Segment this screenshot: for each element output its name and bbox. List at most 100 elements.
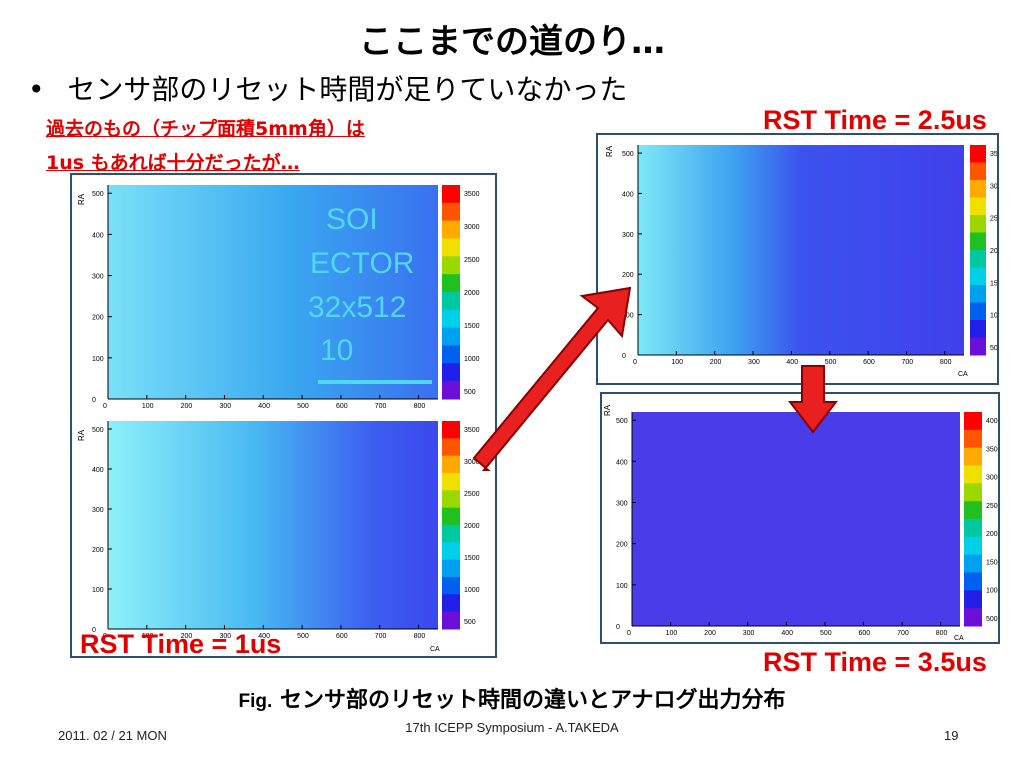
note-line-2: 1us もあれば十分だったが… — [46, 152, 300, 174]
palette-swatch — [964, 590, 982, 609]
plot-frame-2p5us: 0 100 200 300 400 500 600 700 800 0 100 200 300 400 50… — [596, 133, 1006, 385]
figure-caption: Fig. センサ部のリセット時間の違いとアナログ出力分布 — [0, 682, 1024, 714]
x-tick-label: 400 — [258, 403, 270, 410]
y-tick-label: 0 — [92, 397, 96, 404]
palette-swatch — [442, 525, 460, 543]
overlay-text-ector: ECTOR — [310, 247, 414, 280]
page-number: 19 — [944, 728, 959, 743]
x-tick-label: 500 — [825, 359, 837, 366]
y-tick-label: 500 — [92, 191, 104, 198]
palette-swatch — [970, 267, 986, 286]
x-tick-label: 100 — [671, 359, 683, 366]
palette-swatch — [442, 542, 460, 561]
palette-swatch — [970, 145, 986, 163]
x-tick-label: 200 — [710, 359, 722, 366]
x-tick-label: 800 — [936, 630, 948, 637]
x-tick-label: 800 — [414, 403, 426, 410]
axis-label-ca: CA — [430, 646, 440, 653]
axis-label-ra: RA — [77, 429, 86, 441]
heatmap-gradient — [108, 185, 438, 399]
x-tick-label: 400 — [258, 633, 270, 640]
palette-swatch — [970, 285, 986, 303]
palette-swatch — [442, 274, 460, 293]
palette-swatch — [442, 594, 460, 613]
x-tick-label: 700 — [897, 630, 909, 637]
palette-tick-label: 1500 — [464, 323, 480, 330]
plot-group-left: SOI ECTOR 32x512 10 0 100 200 300 400 500 600 7… — [77, 185, 480, 653]
x-tick-label: 800 — [414, 633, 426, 640]
palette-tick-label: 3500 — [464, 427, 480, 434]
overlay-text-group: SOI ECTOR 32x512 10 — [308, 203, 432, 384]
hitmap-plot-1us-old: SOI ECTOR 32x512 10 0 100 200 300 400 500 600 7… — [77, 185, 480, 410]
y-tick-label: 100 — [622, 313, 634, 320]
hitmap-plot-3p5us: 0 100 200 300 400 500 600 700 800 0 100 200 300 400 50… — [603, 404, 1002, 642]
caption-text: センサ部のリセット時間の違いとアナログ出力分布 — [279, 688, 786, 713]
y-tick-label: 200 — [92, 547, 104, 554]
y-tick-label: 200 — [92, 315, 104, 322]
x-tick-label: 600 — [336, 633, 348, 640]
palette-swatch — [442, 507, 460, 526]
bullet-line: • センサ部のリセット時間が足りていなかった — [28, 68, 627, 108]
arrow-up-right-icon — [472, 286, 632, 471]
palette-swatch — [442, 473, 460, 491]
palette-swatch — [442, 309, 460, 329]
x-tick-label: 400 — [781, 630, 793, 637]
x-tick-label: 600 — [863, 359, 875, 366]
palette-swatch — [970, 162, 986, 181]
x-tick-label: 100 — [142, 633, 154, 640]
y-tick-label: 500 — [622, 151, 634, 158]
y-tick-label: 100 — [92, 356, 104, 363]
bullet-text: センサ部のリセット時間が足りていなかった — [67, 73, 628, 106]
overlay-text-soi: SOI — [326, 203, 378, 236]
palette-swatch — [964, 572, 982, 591]
palette-tick-label: 2000 — [464, 290, 480, 297]
y-tick-label: 500 — [616, 418, 628, 425]
note-line-1: 過去のもの（チップ面積5mm角）は — [46, 118, 365, 140]
palette-swatch — [442, 577, 460, 595]
palette-tick-label: 500 — [464, 389, 476, 396]
axis-label-ra: RA — [605, 145, 614, 157]
palette-tick-label: 2500 — [464, 257, 480, 264]
axis-label-ra: RA — [77, 193, 86, 205]
palette-tick-label: 2000 — [464, 523, 480, 530]
palette-swatch — [442, 202, 460, 222]
palette-swatch — [964, 483, 982, 502]
y-tick-label: 400 — [622, 191, 634, 198]
palette-tick-label: 3000 — [990, 183, 997, 190]
y-tick-label: 0 — [616, 624, 620, 631]
axis-label-ca: CA — [958, 371, 968, 378]
y-tick-label: 400 — [616, 459, 628, 466]
x-tick-label: 300 — [219, 633, 231, 640]
rst-label-2p5us: RST Time = 2.5us — [763, 105, 987, 135]
palette-swatch — [442, 363, 460, 382]
palette-tick-label: 1000 — [986, 588, 998, 595]
heatmap-gradient — [638, 145, 964, 355]
palette-swatch — [964, 519, 982, 538]
hitmap-plot-2p5us: 0 100 200 300 400 500 600 700 800 0 100 200 300 400 50… — [605, 145, 1006, 378]
y-tick-label: 400 — [92, 232, 104, 239]
overlay-text-10: 10 — [320, 334, 353, 367]
palette-tick-label: 1000 — [464, 356, 480, 363]
plot-frame-3p5us: 0 100 200 300 400 500 600 700 800 0 100 200 300 400 50… — [600, 392, 1002, 644]
palette-swatch — [970, 215, 986, 233]
x-tick-label: 400 — [786, 359, 798, 366]
slide-title: ここまでの道のり… — [359, 22, 665, 62]
palette-tick-label: 1500 — [990, 280, 997, 287]
overlay-text-size: 32x512 — [308, 291, 406, 324]
y-tick-label: 100 — [92, 587, 104, 594]
palette-tick-label: 500 — [986, 616, 998, 623]
palette-tick-label: 1500 — [464, 555, 480, 562]
palette-swatch — [442, 238, 460, 257]
arrow-down — [788, 365, 838, 434]
x-tick-label: 300 — [748, 359, 760, 366]
palette-swatch — [964, 501, 982, 520]
x-tick-label: 0 — [627, 630, 631, 637]
palette-swatch — [970, 197, 986, 216]
bullet-marker: • — [28, 73, 45, 106]
palette-swatch — [970, 337, 986, 356]
palette-tick-label: 3500 — [986, 446, 998, 453]
palette-tick-label: 3000 — [986, 475, 998, 482]
palette-tick-label: 4000 — [986, 418, 998, 425]
palette-swatch — [442, 345, 460, 364]
x-tick-label: 100 — [142, 403, 154, 410]
